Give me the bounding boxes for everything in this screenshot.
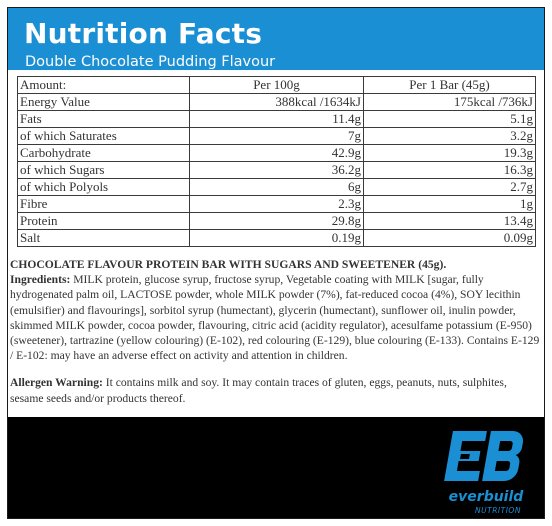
footer-band: everbuild NUTRITION (8, 417, 544, 518)
nutrient-label: of which Polyols (17, 178, 190, 196)
everbuild-logo: everbuild NUTRITION (444, 431, 525, 515)
ingredients-paragraph: Ingredients: MILK protein, glucose syrup… (10, 272, 542, 363)
per-bar-value: 19.3g (363, 144, 536, 162)
table-row: Salt 0.19g 0.09g (17, 229, 536, 247)
allergen-label: Allergen Warning: (10, 376, 103, 389)
table-row: of which Saturates 7g 3.2g (17, 127, 536, 145)
column-header-per-bar: Per 1 Bar (45g) (363, 76, 536, 94)
table-row: Energy Value 388kcal /1634kJ 175kcal /73… (17, 93, 536, 111)
table-row: Fats 11.4g 5.1g (17, 110, 536, 128)
per-bar-value: 13.4g (363, 212, 536, 230)
table-row: of which Sugars 36.2g 16.3g (17, 161, 536, 179)
per-100g-value: 0.19g (189, 229, 364, 247)
per-bar-value: 2.7g (363, 178, 536, 196)
per-100g-value: 7g (189, 127, 364, 145)
page-title: Nutrition Facts (24, 17, 263, 50)
nutrition-header: Nutrition Facts Double Chocolate Pudding… (8, 8, 544, 70)
nutrient-label: Fats (17, 110, 190, 128)
nutrient-label: Carbohydrate (17, 144, 190, 162)
per-bar-value: 175kcal /736kJ (363, 93, 536, 111)
flavour-subtitle: Double Chocolate Pudding Flavour (25, 54, 276, 70)
eb-monogram (444, 431, 523, 481)
per-100g-value: 29.8g (189, 212, 364, 230)
table-header-row: Amount: Per 100g Per 1 Bar (45g) (17, 76, 536, 94)
per-100g-value: 6g (189, 178, 364, 196)
per-bar-value: 3.2g (363, 127, 536, 145)
product-description: CHOCOLATE FLAVOUR PROTEIN BAR WITH SUGAR… (10, 258, 447, 271)
nutrient-label: Salt (17, 229, 190, 247)
per-100g-value: 2.3g (189, 195, 364, 213)
nutrient-label: Energy Value (17, 93, 190, 111)
column-header-per-100g: Per 100g (189, 76, 364, 94)
nutrient-label: Protein (17, 212, 190, 230)
per-bar-value: 1g (363, 195, 536, 213)
ingredients-section: CHOCOLATE FLAVOUR PROTEIN BAR WITH SUGAR… (10, 257, 542, 363)
table-row: Carbohydrate 42.9g 19.3g (17, 144, 536, 162)
per-100g-value: 42.9g (189, 144, 364, 162)
per-bar-value: 16.3g (363, 161, 536, 179)
allergen-section: Allergen Warning: It contains milk and s… (10, 375, 542, 406)
allergen-paragraph: Allergen Warning: It contains milk and s… (10, 375, 542, 406)
ingredients-text: MILK protein, glucose syrup, fructose sy… (10, 273, 540, 363)
per-100g-value: 36.2g (189, 161, 364, 179)
nutrient-label: of which Saturates (17, 127, 190, 145)
label-frame (7, 7, 545, 519)
table-row: of which Polyols 6g 2.7g (17, 178, 536, 196)
ingredients-label: Ingredients: (10, 273, 71, 287)
allergen-text: It contains milk and soy. It may contain… (10, 376, 507, 405)
per-bar-value: 5.1g (363, 110, 536, 128)
nutrient-label: Fibre (17, 195, 190, 213)
brand-tagline: NUTRITION (475, 506, 521, 515)
nutrient-label: of which Sugars (17, 161, 190, 179)
column-header-amount: Amount: (17, 76, 190, 94)
table-row: Fibre 2.3g 1g (17, 195, 536, 213)
per-100g-value: 388kcal /1634kJ (189, 93, 364, 111)
nutrition-table: Amount: Per 100g Per 1 Bar (45g) Energy … (17, 76, 536, 247)
table-row: Protein 29.8g 13.4g (17, 212, 536, 230)
per-100g-value: 11.4g (189, 110, 364, 128)
per-bar-value: 0.09g (363, 229, 536, 247)
brand-name: everbuild (449, 489, 525, 505)
